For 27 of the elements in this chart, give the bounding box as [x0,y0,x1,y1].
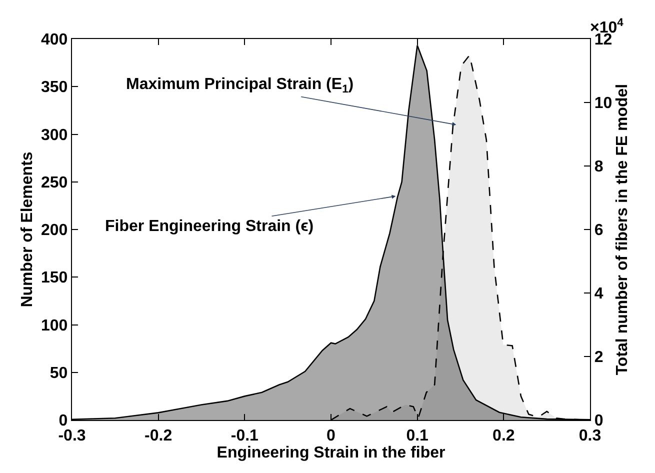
y-tick-label: 400 [40,32,68,49]
y-tick-label: 0 [58,412,68,430]
y2-tick-label: 10 [594,95,612,112]
y-tick-label: 300 [40,126,68,144]
x-tick-label: 0.2 [492,427,515,444]
y2-tick-label: 0 [594,412,604,430]
y2-axis-title: Total number of fibers in the FE model [614,84,631,376]
x-tick-label: -0.3 [58,427,86,444]
x-tick-label: 0 [326,427,336,444]
x-tick-label: -0.1 [230,427,259,444]
y-tick-label: 200 [40,222,68,240]
annotation: Fiber Engineering Strain (ϵ) [105,218,314,235]
y2-tick-label: 2 [594,349,604,366]
x-axis-title: Engineering Strain in the fiber [216,444,446,462]
y-tick-label: 100 [40,317,68,334]
y2-tick-label: 8 [594,158,604,176]
y-axis-title: Number of Elements [18,152,36,308]
y-tick-label: 50 [50,364,68,382]
y-tick-label: 250 [40,174,68,192]
x-tick-label: 0.1 [406,427,429,444]
y2-tick-label: 4 [594,286,604,303]
y-tick-label: 150 [40,270,68,287]
y2-tick-label: 6 [594,222,604,240]
y-tick-label: 350 [40,79,68,96]
x-tick-label: -0.2 [144,427,172,444]
x-tick-label: 0.3 [578,427,602,444]
annotation: Maximum Principal Strain (E$_{1}$) [126,76,354,96]
